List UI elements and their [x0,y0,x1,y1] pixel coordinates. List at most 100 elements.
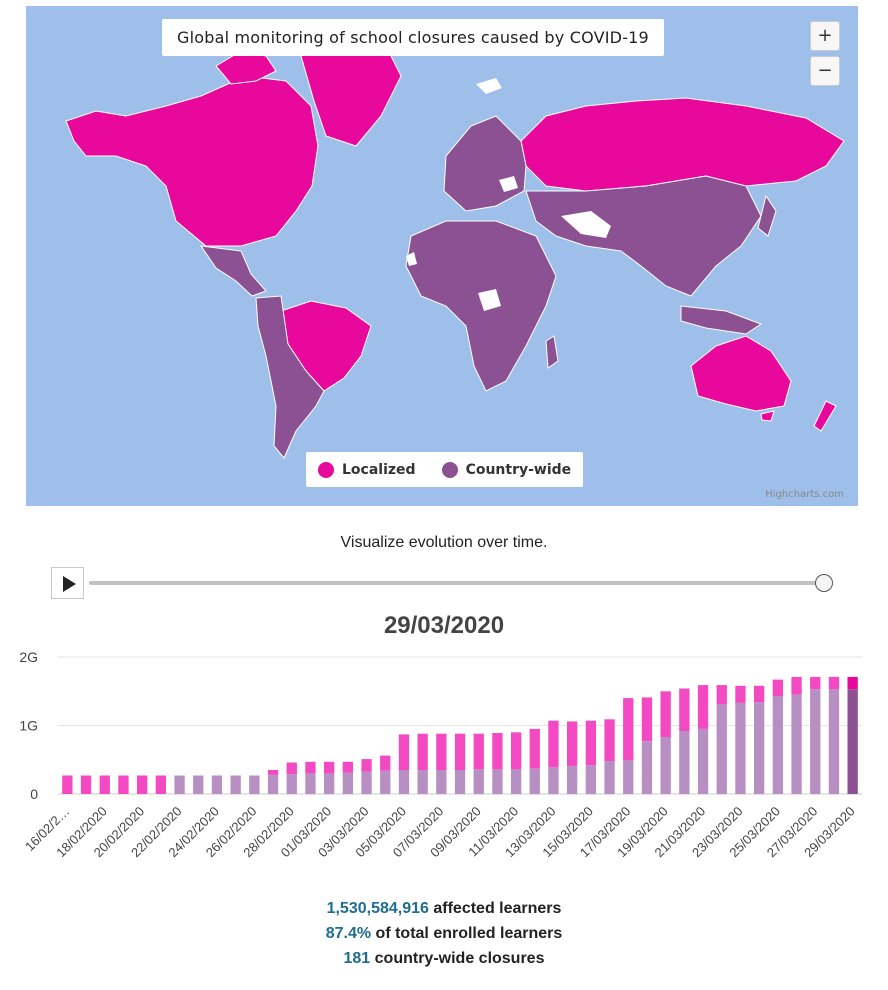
bar-localized [137,775,148,794]
chart-bars [62,676,858,794]
bar-country-wide [417,770,428,794]
bar-localized [567,721,578,766]
bar-localized [305,761,316,774]
legend-item-localized[interactable]: Localized [318,461,416,478]
region-belarus [499,176,518,192]
current-date-title: 29/03/2020 [383,612,505,639]
bar-country-wide [492,769,503,794]
bar-country-wide [529,768,540,794]
bar-country-wide [174,775,185,794]
timeline-slider-handle[interactable] [815,574,833,592]
bar-localized [80,775,92,794]
bar-localized [286,762,297,775]
bar-localized [155,775,166,794]
bar-localized [454,733,466,770]
bar-localized [660,691,671,738]
bar-country-wide [324,773,335,794]
bar-localized [267,770,279,775]
y-tick-label: 0 [30,786,38,802]
stat-percent-value: 87.4% [325,925,372,942]
play-button[interactable] [51,567,84,599]
bar-localized [324,761,335,774]
region-asia [525,175,762,297]
bar-localized [735,685,746,703]
localized-regions [65,35,845,432]
bar-country-wide [473,769,484,794]
bar-localized [492,733,503,770]
zoom-in-button[interactable]: + [810,21,840,51]
bar-localized [772,679,783,696]
bar-localized [697,685,709,729]
bar-country-wide [567,765,578,794]
stats-panel: 1,530,584,916 affected learners 87.4% of… [0,896,888,971]
bar-country-wide [772,696,783,794]
world-map-panel[interactable]: Global monitoring of school closures cau… [26,6,858,506]
zoom-out-button[interactable]: − [810,56,840,86]
no-data-regions [406,78,611,311]
bar-country-wide [267,774,279,794]
y-tick-label: 2G [19,649,38,665]
bar-localized [529,728,540,769]
bar-country-wide [660,737,671,794]
stat-affected-label: affected learners [433,900,562,917]
region-europe [443,115,527,212]
bar-country-wide [511,769,522,794]
region-tasmania [760,410,775,422]
region-west-sahara [406,252,417,266]
bar-country-wide [305,773,316,794]
legend-item-country-wide[interactable]: Country-wide [441,461,571,478]
region-svalbard [476,78,502,94]
region-africa [405,220,557,392]
bar-localized [511,732,522,770]
bar-country-wide [585,765,596,794]
bar-localized [473,733,484,770]
stat-closures-value: 181 [343,950,371,967]
bar-country-wide [810,689,821,794]
bar-country-wide [380,770,391,794]
legend-label-localized: Localized [342,461,416,478]
bar-localized [641,697,653,742]
region-central-asia [561,211,611,238]
region-australia [690,335,792,412]
stat-affected-learners: 1,530,584,916 affected learners [0,896,888,921]
region-central-africa [478,289,501,311]
play-icon [63,576,76,592]
bar-country-wide [361,771,372,794]
bar-country-wide [398,770,410,794]
bar-country-wide [604,761,615,794]
region-madagascar [545,335,559,369]
stat-percent-label: of total enrolled learners [375,925,563,942]
bar-country-wide [735,702,746,794]
bar-localized [604,719,615,762]
bar-country-wide [847,689,858,794]
bar-localized [417,733,428,770]
bar-localized [62,775,73,794]
bar-country-wide [754,702,765,794]
y-tick-label: 1G [19,718,38,734]
bar-localized [99,775,110,794]
region-se-asia-islands [680,305,763,335]
bar-localized [828,676,840,690]
legend-dot-country-wide [441,461,458,478]
timeline-slider-track[interactable] [89,581,825,585]
timeline-caption: Visualize evolution over time. [340,534,548,551]
bar-localized [716,685,727,705]
bar-localized [398,734,410,770]
bar-country-wide [641,741,653,794]
region-south-america [255,295,325,459]
learners-bar-chart: 01G2G16/02/2…18/02/202020/02/202022/02/2… [19,649,862,860]
stat-percent-enrolled: 87.4% of total enrolled learners [0,921,888,946]
bar-localized [585,720,596,766]
highcharts-credits[interactable]: Highcharts.com [765,489,844,500]
bar-country-wide [211,775,223,794]
bar-country-wide [436,770,447,794]
world-map[interactable] [26,6,858,506]
bar-country-wide [249,775,260,794]
bar-localized [361,759,372,772]
region-new-zealand [813,400,837,432]
stat-country-wide-closures: 181 country-wide closures [0,946,888,971]
bar-localized [754,685,765,703]
map-title: Global monitoring of school closures cau… [162,19,664,56]
bar-country-wide [286,774,297,794]
bar-country-wide [342,772,353,794]
